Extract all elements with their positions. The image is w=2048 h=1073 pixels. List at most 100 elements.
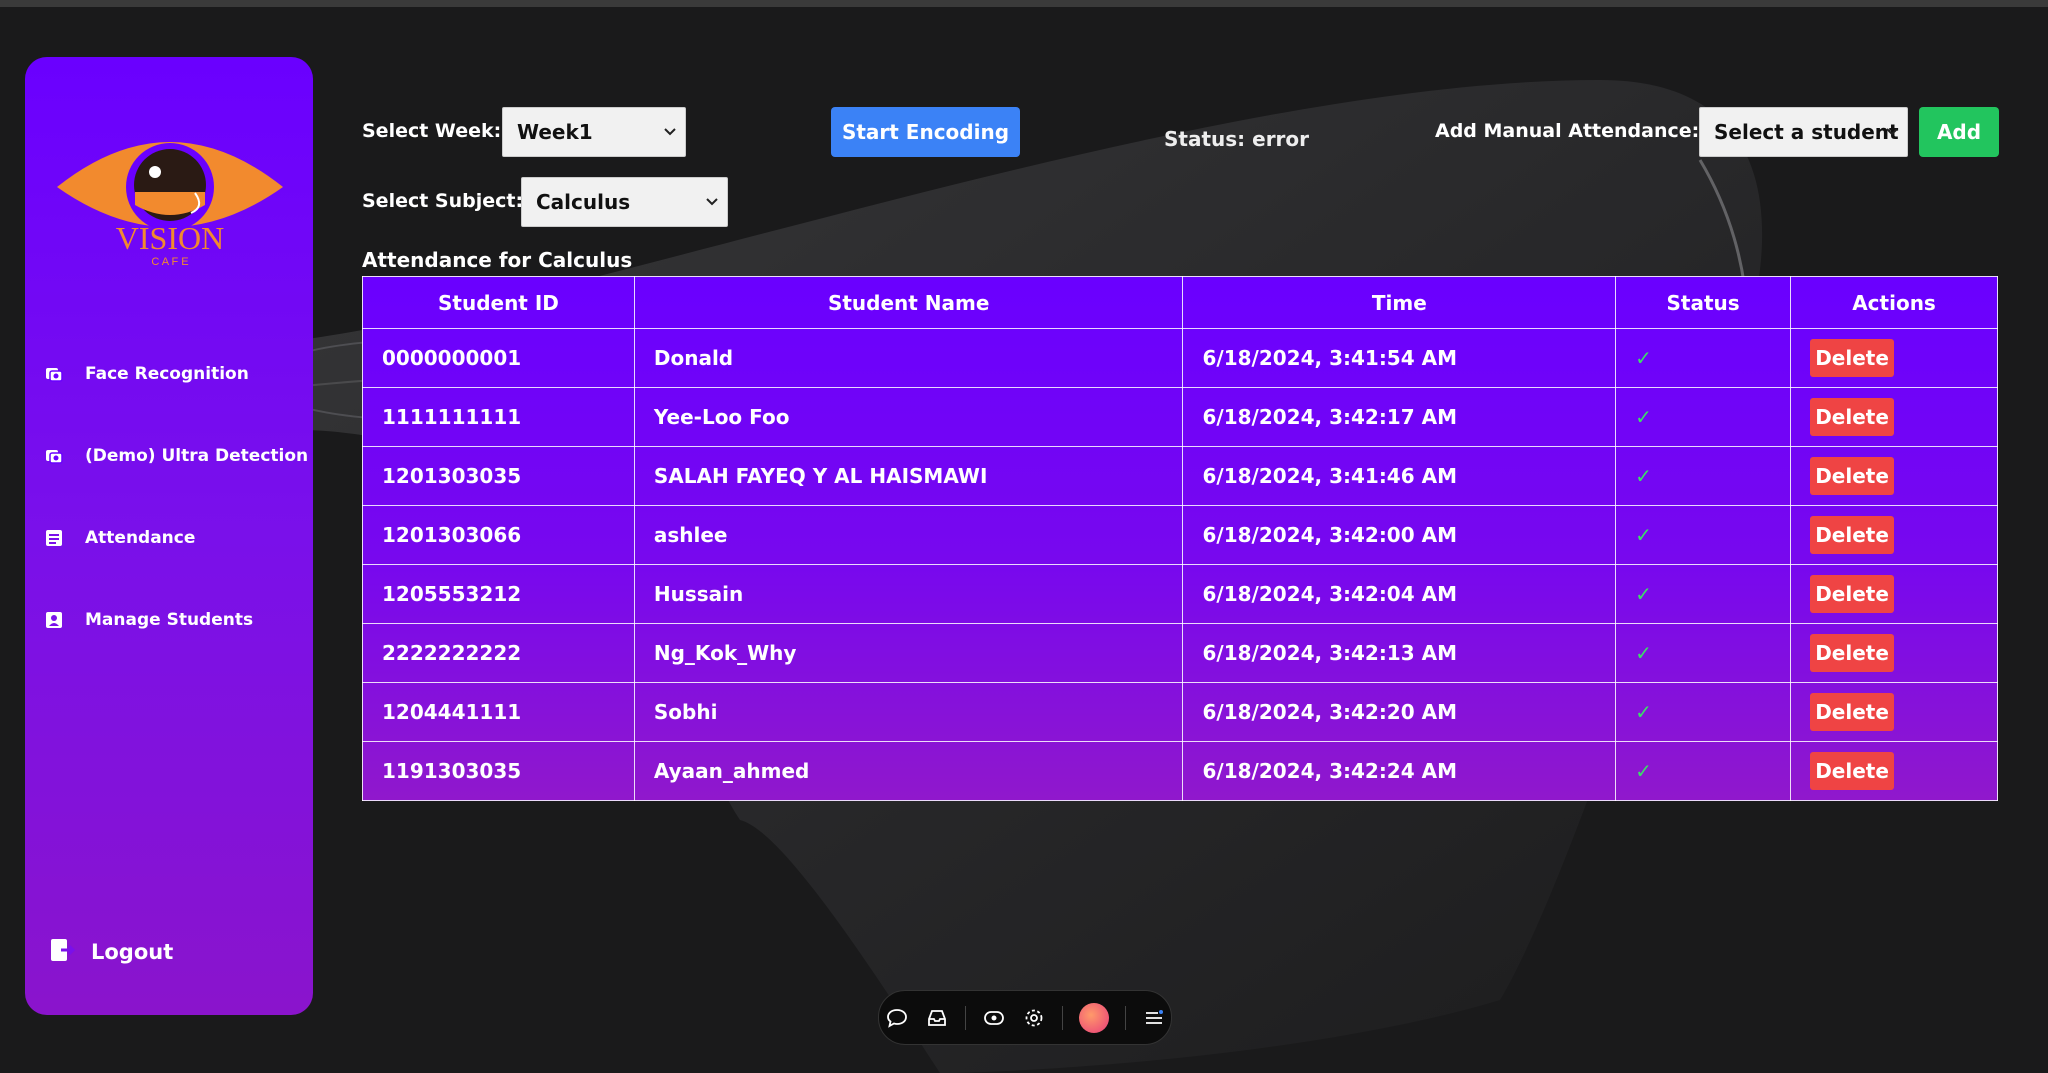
sidebar-item-label: Attendance — [85, 528, 195, 548]
student-id: 1205553212 — [363, 565, 635, 624]
status-check-icon: ✓ — [1616, 565, 1791, 624]
attendance-time: 6/18/2024, 3:42:17 AM — [1183, 388, 1616, 447]
table-row: 0000000001 Donald 6/18/2024, 3:41:54 AM … — [363, 329, 1998, 388]
status-check-icon: ✓ — [1616, 624, 1791, 683]
actions-cell: Delete — [1791, 506, 1998, 565]
menu-icon[interactable] — [1142, 1006, 1166, 1030]
settings-icon[interactable] — [1022, 1006, 1046, 1030]
attendance-time: 6/18/2024, 3:42:00 AM — [1183, 506, 1616, 565]
vision-cafe-logo: VISION C A F E — [55, 117, 285, 267]
attendance-title: Attendance for Calculus — [362, 248, 632, 272]
delete-button[interactable]: Delete — [1810, 693, 1894, 731]
column-header: Student Name — [634, 277, 1183, 329]
table-row: 1201303066 ashlee 6/18/2024, 3:42:00 AM … — [363, 506, 1998, 565]
actions-cell: Delete — [1791, 742, 1998, 801]
attendance-time: 6/18/2024, 3:41:54 AM — [1183, 329, 1616, 388]
chevron-down-icon — [663, 127, 677, 137]
column-header: Student ID — [363, 277, 635, 329]
attendance-table: Student ID Student Name Time Status Acti… — [362, 276, 1998, 801]
status-check-icon: ✓ — [1616, 447, 1791, 506]
chevron-down-icon — [1885, 127, 1899, 137]
column-header: Status — [1616, 277, 1791, 329]
table-row: 1204441111 Sobhi 6/18/2024, 3:42:20 AM ✓… — [363, 683, 1998, 742]
column-header: Actions — [1791, 277, 1998, 329]
actions-cell: Delete — [1791, 447, 1998, 506]
subject-select-value: Calculus — [536, 190, 630, 214]
start-encoding-button[interactable]: Start Encoding — [831, 107, 1020, 157]
eye-icon[interactable] — [982, 1006, 1006, 1030]
actions-cell: Delete — [1791, 683, 1998, 742]
attendance-time: 6/18/2024, 3:42:04 AM — [1183, 565, 1616, 624]
select-subject-label: Select Subject: — [362, 190, 523, 212]
student-select[interactable]: Select a student — [1699, 107, 1908, 157]
delete-button[interactable]: Delete — [1810, 752, 1894, 790]
logout-button[interactable]: Logout — [49, 937, 173, 967]
toolbar-divider — [1062, 1006, 1063, 1030]
student-name: Yee-Loo Foo — [634, 388, 1183, 447]
status-check-icon: ✓ — [1616, 329, 1791, 388]
actions-cell: Delete — [1791, 565, 1998, 624]
chevron-down-icon — [705, 197, 719, 207]
table-row: 2222222222 Ng_Kok_Why 6/18/2024, 3:42:13… — [363, 624, 1998, 683]
student-id: 1191303035 — [363, 742, 635, 801]
delete-button[interactable]: Delete — [1810, 339, 1894, 377]
sidebar-item-face-recognition[interactable]: Face Recognition — [45, 364, 249, 384]
week-select-value: Week1 — [517, 120, 593, 144]
add-button[interactable]: Add — [1919, 107, 1999, 157]
status-check-icon: ✓ — [1616, 742, 1791, 801]
delete-button[interactable]: Delete — [1810, 457, 1894, 495]
student-id: 2222222222 — [363, 624, 635, 683]
delete-button[interactable]: Delete — [1810, 398, 1894, 436]
camera-icon — [45, 365, 63, 383]
logout-label: Logout — [91, 940, 173, 964]
student-id: 0000000001 — [363, 329, 635, 388]
toolbar-divider — [1125, 1006, 1126, 1030]
logo-subtext: C A F E — [151, 256, 188, 267]
student-name: Sobhi — [634, 683, 1183, 742]
attendance-time: 6/18/2024, 3:41:46 AM — [1183, 447, 1616, 506]
subject-select[interactable]: Calculus — [521, 177, 728, 227]
delete-button[interactable]: Delete — [1810, 516, 1894, 554]
logout-icon — [49, 937, 75, 967]
column-header: Time — [1183, 277, 1616, 329]
delete-button[interactable]: Delete — [1810, 575, 1894, 613]
sidebar-item-label: (Demo) Ultra Detection — [85, 446, 308, 466]
week-select[interactable]: Week1 — [502, 107, 686, 157]
logo-text: VISION — [116, 220, 224, 256]
status-check-icon: ✓ — [1616, 388, 1791, 447]
attendance-time: 6/18/2024, 3:42:24 AM — [1183, 742, 1616, 801]
delete-button[interactable]: Delete — [1810, 634, 1894, 672]
status-text: Status: error — [1164, 127, 1309, 151]
list-icon — [45, 529, 63, 547]
chat-icon[interactable] — [885, 1006, 909, 1030]
sidebar-item-manage-students[interactable]: Manage Students — [45, 610, 253, 630]
actions-cell: Delete — [1791, 624, 1998, 683]
sidebar-item-ultra-detection[interactable]: (Demo) Ultra Detection — [45, 446, 308, 466]
student-select-value: Select a student — [1714, 120, 1899, 144]
table-header-row: Student ID Student Name Time Status Acti… — [363, 277, 1998, 329]
student-id: 1201303066 — [363, 506, 635, 565]
select-week-label: Select Week: — [362, 120, 501, 142]
sidebar: VISION C A F E Face Recognition (Demo) U… — [25, 57, 313, 1015]
actions-cell: Delete — [1791, 388, 1998, 447]
sidebar-item-attendance[interactable]: Attendance — [45, 528, 195, 548]
manual-attendance-label: Add Manual Attendance: — [1435, 120, 1699, 142]
student-id: 1201303035 — [363, 447, 635, 506]
table-row: 1201303035 SALAH FAYEQ Y AL HAISMAWI 6/1… — [363, 447, 1998, 506]
student-name: Ayaan_ahmed — [634, 742, 1183, 801]
toolbar-divider — [965, 1006, 966, 1030]
inbox-icon[interactable] — [925, 1006, 949, 1030]
student-id: 1111111111 — [363, 388, 635, 447]
status-check-icon: ✓ — [1616, 683, 1791, 742]
student-name: Ng_Kok_Why — [634, 624, 1183, 683]
sidebar-item-label: Manage Students — [85, 610, 253, 630]
student-name: ashlee — [634, 506, 1183, 565]
student-id: 1204441111 — [363, 683, 635, 742]
sidebar-item-label: Face Recognition — [85, 364, 249, 384]
attendance-time: 6/18/2024, 3:42:20 AM — [1183, 683, 1616, 742]
avatar[interactable] — [1079, 1003, 1109, 1033]
camera-icon — [45, 447, 63, 465]
table-row: 1191303035 Ayaan_ahmed 6/18/2024, 3:42:2… — [363, 742, 1998, 801]
table-row: 1111111111 Yee-Loo Foo 6/18/2024, 3:42:1… — [363, 388, 1998, 447]
contact-icon — [45, 611, 63, 629]
